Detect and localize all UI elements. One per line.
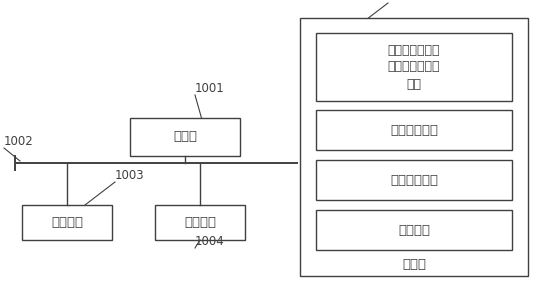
Text: 用户接口: 用户接口 [51, 216, 83, 229]
Text: 1004: 1004 [195, 235, 225, 248]
Bar [316, 33, 512, 101]
Bar [316, 210, 512, 250]
Bar [300, 18, 528, 276]
Bar [130, 118, 240, 156]
Text: 网络通信模块: 网络通信模块 [390, 173, 438, 187]
Text: 处理器: 处理器 [173, 130, 197, 143]
Text: 1003: 1003 [115, 169, 145, 182]
Text: 1001: 1001 [195, 82, 225, 95]
Bar [22, 205, 112, 240]
Bar [316, 160, 512, 200]
Text: 1002: 1002 [4, 135, 34, 148]
Bar [316, 110, 512, 150]
Text: 用户接口模块: 用户接口模块 [390, 123, 438, 136]
Text: 操作系统: 操作系统 [398, 223, 430, 237]
Text: 1005: 1005 [388, 0, 418, 3]
Text: 网络接口: 网络接口 [184, 216, 216, 229]
Bar [155, 205, 245, 240]
Text: 存储器: 存储器 [402, 258, 426, 271]
Text: 量子通信跟踪仪
的谐振频率控制
程序: 量子通信跟踪仪 的谐振频率控制 程序 [388, 43, 440, 91]
